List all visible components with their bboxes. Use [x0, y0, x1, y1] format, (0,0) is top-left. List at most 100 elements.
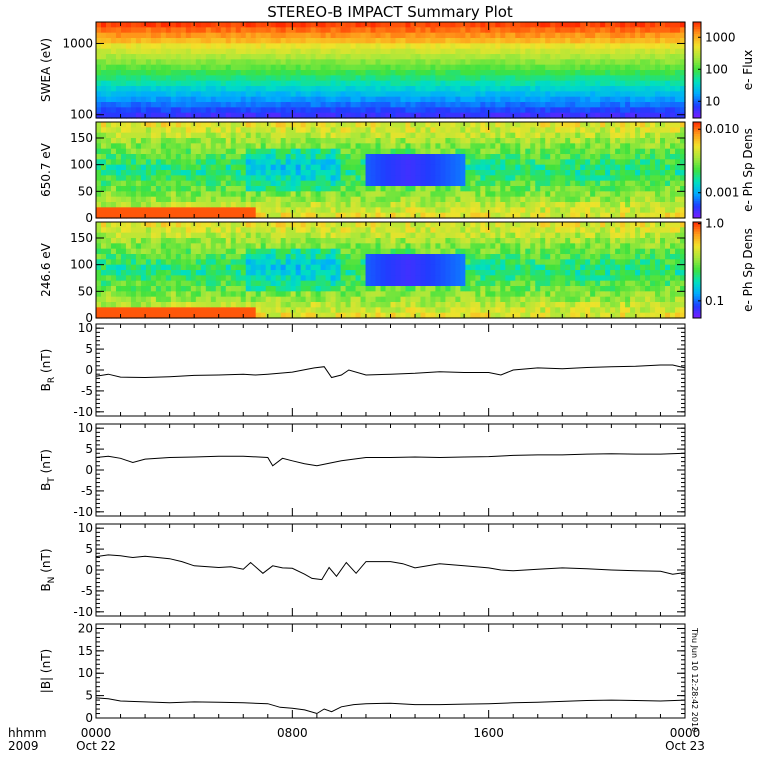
- heatmap-cell: [256, 159, 262, 165]
- heatmap-cell: [211, 186, 217, 192]
- heatmap-cell: [495, 127, 501, 133]
- heatmap-cell: [435, 86, 441, 92]
- heatmap-cell: [136, 181, 142, 187]
- heatmap-cell: [261, 86, 267, 92]
- heatmap-cell: [256, 170, 262, 176]
- heatmap-cell: [286, 165, 292, 171]
- heatmap-cell: [655, 138, 661, 144]
- heatmap-cell: [425, 65, 431, 71]
- heatmap-cell: [585, 186, 591, 192]
- heatmap-cell: [485, 127, 491, 133]
- heatmap-cell: [186, 33, 192, 39]
- heatmap-cell: [266, 202, 272, 208]
- heatmap-cell: [620, 186, 626, 192]
- heatmap-cell: [126, 70, 132, 76]
- heatmap-cell: [111, 249, 117, 255]
- heatmap-cell: [430, 202, 436, 208]
- heatmap-cell: [605, 202, 611, 208]
- heatmap-cell: [395, 122, 401, 128]
- heatmap-cell: [216, 233, 222, 239]
- heatmap-cell: [276, 197, 282, 203]
- heatmap-cell: [221, 38, 227, 44]
- heatmap-cell: [475, 127, 481, 133]
- heatmap-cell: [595, 86, 601, 92]
- heatmap-cell: [425, 138, 431, 144]
- heatmap-cell: [131, 27, 137, 33]
- heatmap-cell: [166, 254, 172, 260]
- heatmap-cell: [131, 286, 137, 292]
- heatmap-cell: [246, 154, 252, 160]
- heatmap-cell: [311, 138, 317, 144]
- heatmap-cell: [650, 22, 656, 28]
- heatmap-cell: [475, 143, 481, 149]
- heatmap-cell: [595, 107, 601, 113]
- heatmap-cell: [191, 281, 197, 287]
- heatmap-cell: [266, 27, 272, 33]
- heatmap-cell: [151, 138, 157, 144]
- heatmap-cell: [435, 65, 441, 71]
- heatmap-cell: [430, 102, 436, 108]
- heatmap-cell: [635, 102, 641, 108]
- heatmap-cell: [111, 33, 117, 39]
- heatmap-cell: [605, 143, 611, 149]
- heatmap-cell: [201, 86, 207, 92]
- heatmap-cell: [420, 138, 426, 144]
- heatmap-cell: [490, 65, 496, 71]
- heatmap-cell: [590, 65, 596, 71]
- heatmap-cell: [660, 127, 666, 133]
- heatmap-cell: [435, 165, 441, 171]
- heatmap-cell: [296, 65, 302, 71]
- heatmap-cell: [425, 202, 431, 208]
- heatmap-cell: [640, 22, 646, 28]
- heatmap-cell: [181, 43, 187, 49]
- heatmap-cell: [376, 38, 382, 44]
- heatmap-cell: [161, 59, 167, 65]
- heatmap-cell: [321, 27, 327, 33]
- heatmap-cell: [251, 207, 257, 213]
- heatmap-cell: [191, 81, 197, 87]
- heatmap-cell: [206, 254, 212, 260]
- heatmap-cell: [256, 165, 262, 171]
- heatmap-cell: [211, 265, 217, 271]
- heatmap-cell: [550, 75, 556, 81]
- heatmap-cell: [161, 197, 167, 203]
- heatmap-cell: [286, 97, 292, 103]
- heatmap-cell: [675, 170, 681, 176]
- heatmap-cell: [236, 138, 242, 144]
- heatmap-cell: [435, 186, 441, 192]
- heatmap-cell: [206, 197, 212, 203]
- heatmap-cell: [186, 97, 192, 103]
- heatmap-cell: [141, 207, 147, 213]
- heatmap-cell: [500, 86, 506, 92]
- heatmap-cell: [625, 165, 631, 171]
- heatmap-cell: [176, 170, 182, 176]
- heatmap-cell: [156, 270, 162, 276]
- heatmap-cell: [121, 159, 127, 165]
- heatmap-cell: [505, 97, 511, 103]
- heatmap-cell: [281, 49, 287, 55]
- heatmap-cell: [665, 159, 671, 165]
- heatmap-cell: [136, 286, 142, 292]
- heatmap-cell: [580, 133, 586, 139]
- heatmap-cell: [515, 186, 521, 192]
- heatmap-cell: [505, 54, 511, 60]
- heatmap-cell: [291, 143, 297, 149]
- heatmap-cell: [376, 181, 382, 187]
- heatmap-cell: [106, 307, 112, 313]
- heatmap-cell: [176, 75, 182, 81]
- heatmap-cell: [316, 149, 322, 155]
- heatmap-cell: [395, 70, 401, 76]
- heatmap-cell: [420, 81, 426, 87]
- heatmap-cell: [620, 181, 626, 187]
- heatmap-cell: [126, 81, 132, 87]
- heatmap-cell: [465, 49, 471, 55]
- heatmap-cell: [96, 307, 102, 313]
- heatmap-cell: [196, 107, 202, 113]
- heatmap-cell: [106, 265, 112, 271]
- heatmap-cell: [530, 81, 536, 87]
- heatmap-cell: [655, 22, 661, 28]
- heatmap-cell: [371, 107, 377, 113]
- heatmap-cell: [141, 197, 147, 203]
- heatmap-cell: [101, 138, 107, 144]
- heatmap-cell: [630, 22, 636, 28]
